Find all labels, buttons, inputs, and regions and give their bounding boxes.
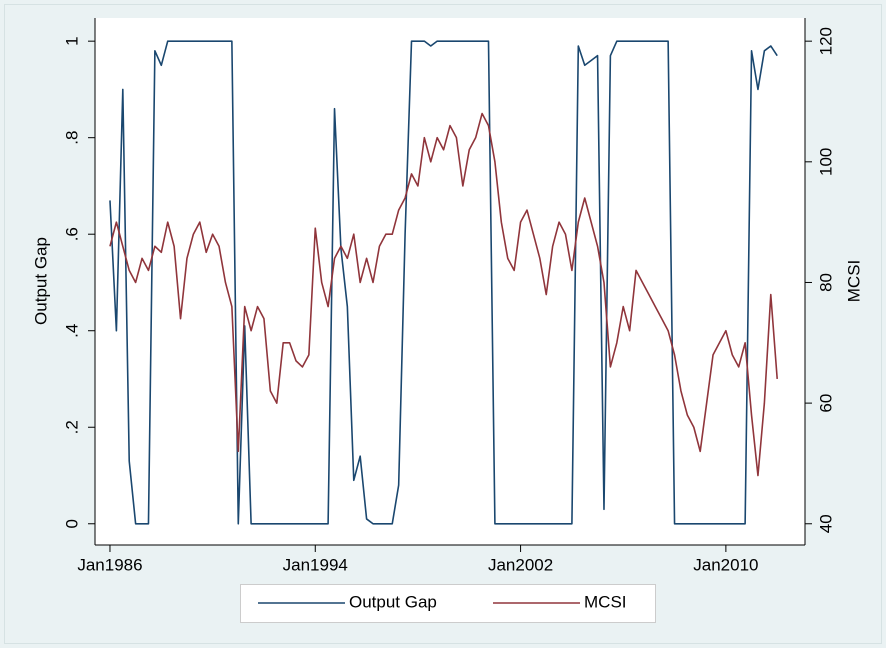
y-tick-label: 1 xyxy=(62,36,81,45)
plot-region xyxy=(95,18,805,545)
y-tick-label: .2 xyxy=(62,420,81,434)
x-tick-label: Jan1994 xyxy=(283,555,348,574)
y-axis-title: Output Gap xyxy=(31,237,50,325)
series-line xyxy=(109,40,778,525)
x-tick-label: Jan2002 xyxy=(488,555,553,574)
y-tick-label: .4 xyxy=(62,324,81,338)
y-tick-label: .8 xyxy=(62,131,81,145)
y-tick-label: 0 xyxy=(62,519,81,528)
y2-tick-label: 120 xyxy=(816,27,835,55)
x-tick-label: Jan1986 xyxy=(77,555,142,574)
y2-tick-label: 100 xyxy=(816,148,835,176)
graph-border xyxy=(4,4,882,644)
y2-tick-label: 60 xyxy=(816,394,835,413)
legend-label: Output Gap xyxy=(349,592,437,611)
y-tick-label: .6 xyxy=(62,227,81,241)
legend-label: MCSI xyxy=(584,592,627,611)
series-line xyxy=(109,112,778,477)
y2-tick-label: 40 xyxy=(816,514,835,533)
x-tick-label: Jan2010 xyxy=(693,555,758,574)
y2-axis-title: MCSI xyxy=(844,260,863,303)
y2-tick-label: 80 xyxy=(816,273,835,292)
